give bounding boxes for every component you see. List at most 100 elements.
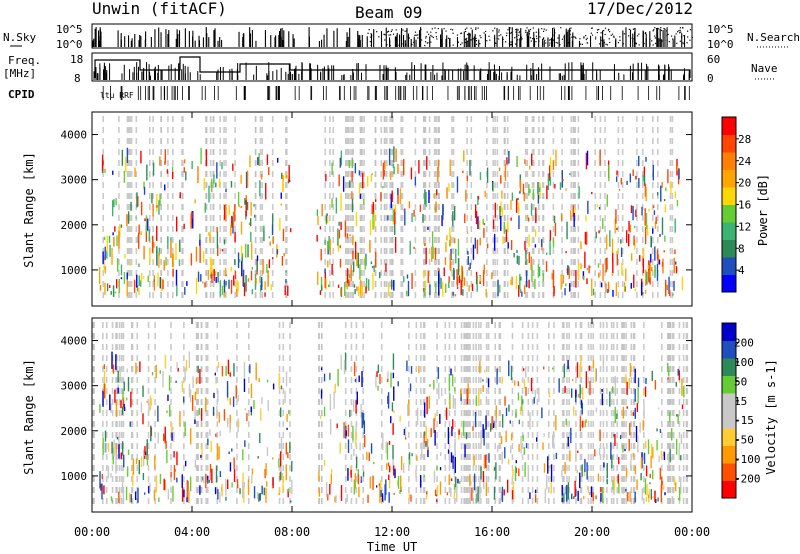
nsearch-dot [404,30,406,32]
nsearch-dot [518,34,520,36]
nsearch-dot [652,44,654,46]
nsearch-dot [508,43,511,45]
power-colorbar-segment [722,169,736,188]
nsearch-dot [627,35,630,37]
x-axis-label: Time UT [367,540,418,554]
nsearch-dot [414,31,417,33]
nsearch-dot [408,37,410,39]
nsearch-dot [539,36,541,38]
freq-panel [91,52,693,82]
nsearch-dot [645,32,647,34]
nsearch-dot [389,34,392,36]
nsearch-dot [470,27,472,29]
nsky-label: N.Sky [3,31,36,44]
nsearch-dot [668,41,670,43]
nsearch-dot [368,29,370,31]
nsearch-dot [678,30,680,32]
nave-tick-bottom: 0 [707,72,714,85]
nsearch-dot [505,34,508,37]
nsearch-dot [450,28,452,30]
nsearch-dot [452,44,454,46]
nsearch-dot [508,31,511,34]
nsearch-dot [466,37,468,40]
velocity-colorbar-tick-label: 100 [734,356,754,369]
power-colorbar-tick-label: 12 [738,220,751,233]
nsearch-dot [538,40,540,42]
nsearch-dot [467,40,469,42]
nsearch-dot [586,37,588,39]
nsearch-dot [591,34,594,36]
nsearch-dot [472,38,474,40]
nsearch-dot [502,38,504,40]
nsearch-dot [607,29,610,31]
nsearch-dot [666,35,668,37]
nsearch-dot [573,36,575,38]
nsearch-dot [574,36,576,38]
velocity-ytick-label: 3000 [61,380,88,393]
x-tick-label: 12:00 [374,525,410,539]
velocity-colorbar-tick-label: -15 [734,414,754,427]
nsearch-dot [405,30,408,32]
nsearch-dot [654,42,657,45]
nsearch-dot [623,33,626,35]
nsearch-dot [657,28,659,30]
nsearch-dot [426,31,428,33]
velocity-ytick-label: 2000 [61,425,88,438]
nsearch-dot [493,38,496,40]
nsearch-tick-top: 10^5 [707,23,734,36]
velocity-y-axis: 1000 2000 3000 4000 [61,335,692,483]
power-y-axis: 1000 2000 3000 4000 [61,129,692,277]
nsearch-dot [479,35,481,37]
nsearch-dot [594,38,597,40]
nsearch-dot [475,40,477,42]
nsearch-dot [417,37,419,39]
nsearch-dot [600,39,602,41]
nsearch-dot [464,28,466,30]
power-colorbar-segment [722,239,736,258]
nsearch-dot [469,34,471,36]
nsearch-dot [579,38,581,40]
cpid-row [102,86,690,100]
nsearch-dot [475,27,477,29]
nsearch-dot [608,28,610,31]
velocity-colorbar-segment [722,393,736,411]
nsearch-dot [486,40,488,42]
nsearch-dot [430,34,432,37]
nsearch-dot [517,39,519,41]
nsearch-dot [516,34,518,36]
nsearch-dot [510,43,512,46]
power-colorbar-segment [722,204,736,223]
nsearch-dot [686,30,689,32]
nsearch-dot [411,43,413,46]
nsearch-dot [635,43,638,45]
nsearch-dot [498,38,500,40]
nsearch-dot [370,44,372,46]
nsearch-dot [383,33,385,35]
nsearch-dot [604,33,606,36]
nsearch-dot [498,35,500,37]
velocity-colorbar-label: Velocity [m s-1] [764,359,778,475]
nsearch-dot [550,38,552,41]
nsearch-dot [654,37,656,39]
nsearch-dot [489,39,491,41]
nsearch-dot [413,41,415,43]
nsearch-dot [370,36,372,38]
nsearch-dot [654,35,656,37]
nsearch-dot [541,28,543,30]
nsearch-dot [526,34,528,36]
nsearch-dot [567,42,569,44]
nsearch-dot [672,38,674,40]
nsearch-dot [492,30,494,32]
nsearch-dot [515,29,517,31]
nsearch-dot [691,36,693,39]
nsearch-dot [391,29,393,31]
nsearch-dot [687,36,689,38]
nsearch-dot [560,27,562,29]
nsearch-dot [563,36,565,38]
nsearch-dot [509,27,511,29]
nsearch-dot [384,34,386,36]
nsearch-dot [507,29,509,31]
velocity-colorbar-tick-label: -200 [734,473,761,486]
velocity-colorbar-tick-label: 200 [734,336,754,349]
nsearch-dot [675,33,677,35]
